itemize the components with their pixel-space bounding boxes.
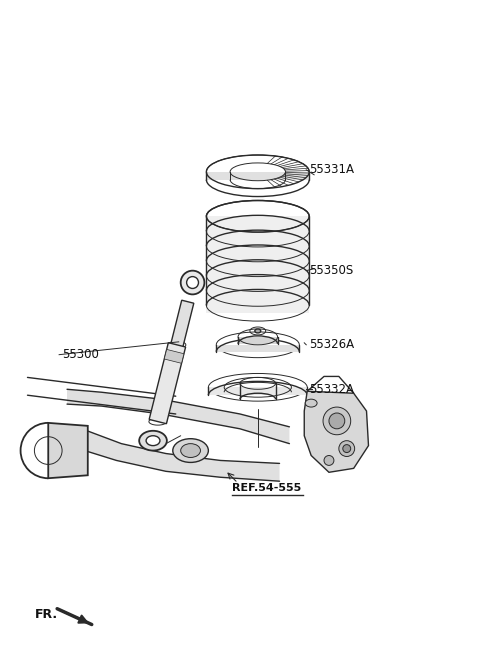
Text: REF.54-555: REF.54-555 [232,483,301,493]
Ellipse shape [339,441,355,457]
Ellipse shape [173,439,208,462]
Ellipse shape [146,436,160,445]
Ellipse shape [180,271,204,294]
Ellipse shape [255,329,261,333]
Text: FR.: FR. [35,608,58,621]
Polygon shape [72,429,279,481]
Ellipse shape [187,276,199,288]
Ellipse shape [305,399,317,407]
Text: 55350S: 55350S [309,264,353,277]
Polygon shape [238,337,277,344]
Ellipse shape [343,445,351,453]
Polygon shape [48,423,88,478]
Ellipse shape [180,443,201,457]
Text: 55331A: 55331A [309,163,354,176]
Polygon shape [164,349,184,364]
Polygon shape [216,345,300,352]
Polygon shape [304,391,369,472]
Polygon shape [170,300,194,351]
Polygon shape [67,389,289,443]
Text: 55300: 55300 [62,348,99,361]
Text: 55326A: 55326A [309,338,354,351]
Ellipse shape [323,407,351,435]
Text: 55332A: 55332A [309,383,354,396]
Polygon shape [208,387,307,395]
Ellipse shape [139,431,167,451]
Polygon shape [206,216,309,313]
Ellipse shape [324,455,334,466]
Polygon shape [149,343,186,424]
Polygon shape [206,172,309,179]
Ellipse shape [329,413,345,429]
